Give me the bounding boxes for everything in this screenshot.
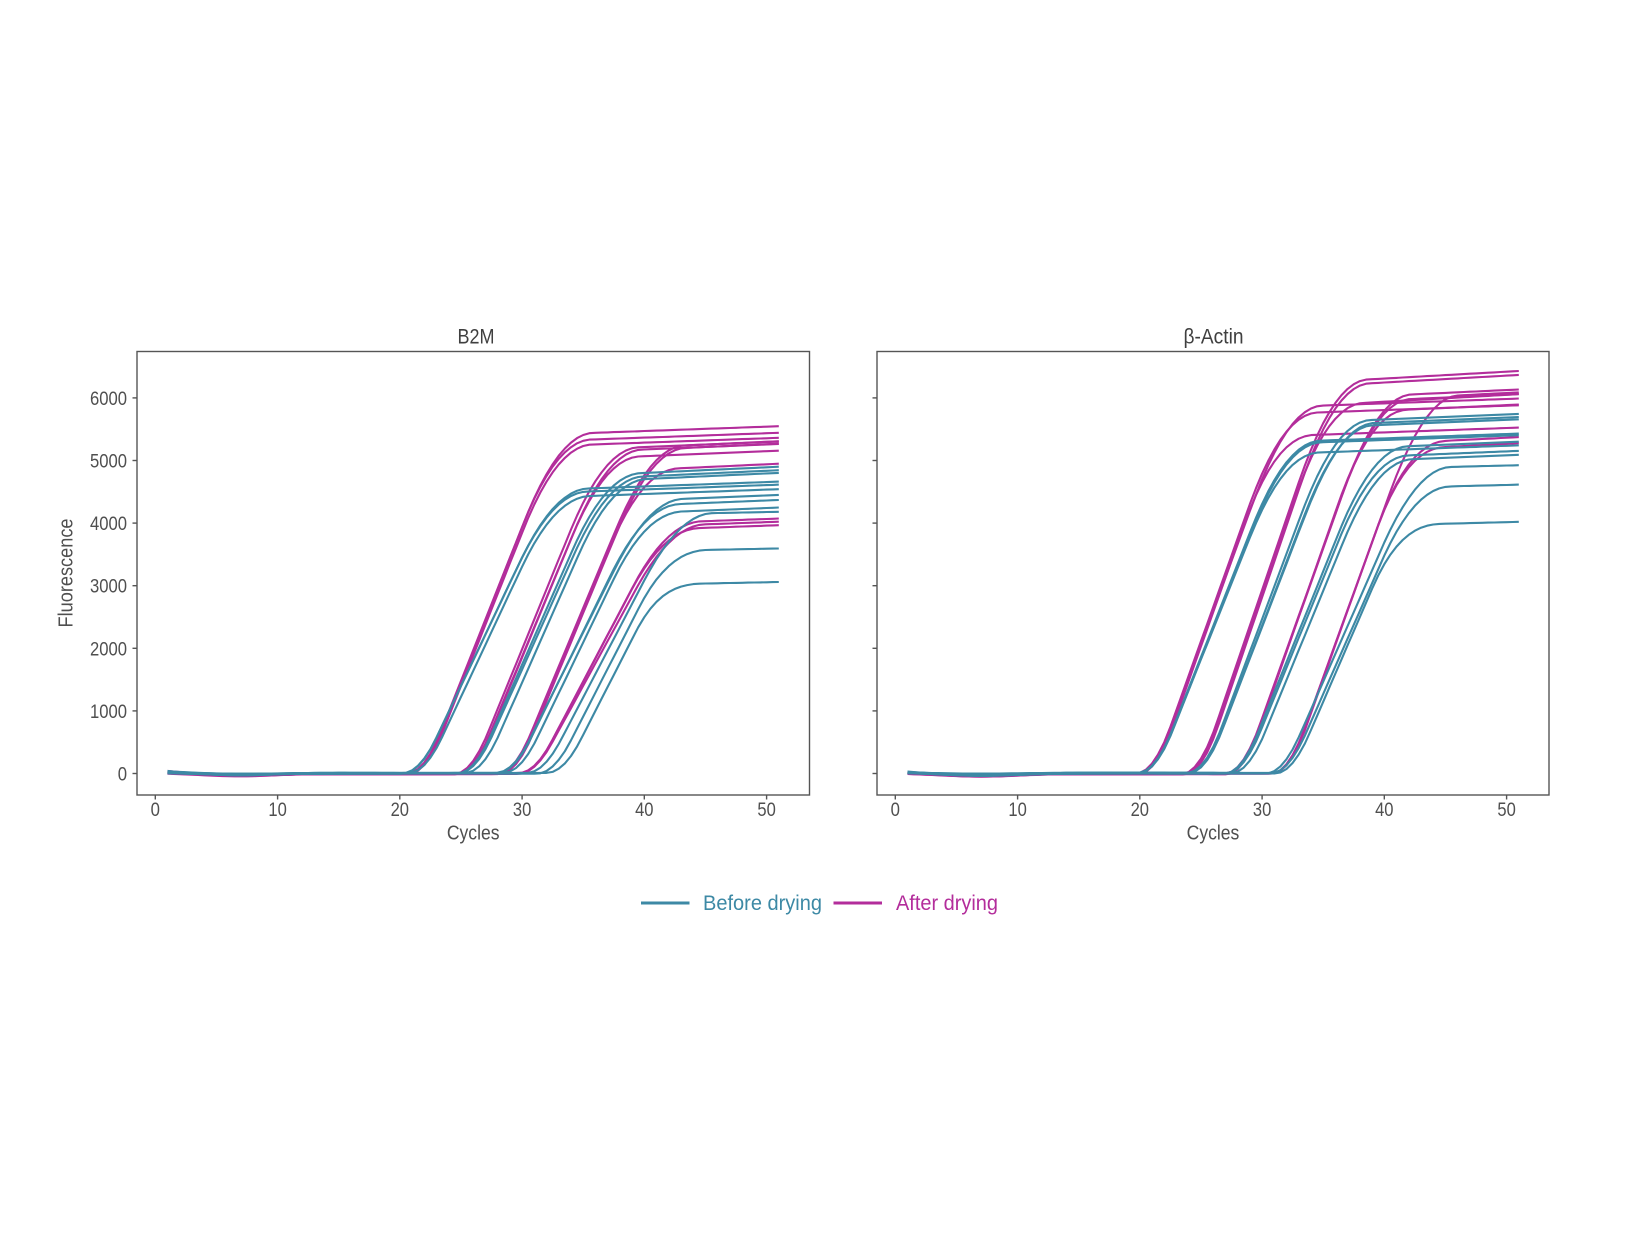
svg-text:20: 20	[391, 799, 410, 821]
svg-text:0: 0	[118, 764, 127, 786]
svg-text:Before drying: Before drying	[703, 892, 822, 915]
svg-text:0: 0	[891, 799, 900, 821]
svg-text:40: 40	[1375, 799, 1394, 821]
svg-text:0: 0	[151, 799, 160, 821]
svg-text:3000: 3000	[90, 576, 127, 598]
svg-text:10: 10	[1008, 799, 1027, 821]
svg-text:β-Actin: β-Actin	[1184, 325, 1244, 349]
svg-text:30: 30	[513, 799, 532, 821]
svg-text:40: 40	[635, 799, 654, 821]
svg-text:50: 50	[1497, 799, 1516, 821]
svg-text:Cycles: Cycles	[447, 822, 500, 845]
svg-text:10: 10	[268, 799, 287, 821]
svg-text:2000: 2000	[90, 638, 127, 660]
svg-text:50: 50	[757, 799, 776, 821]
svg-text:4000: 4000	[90, 513, 127, 535]
svg-text:20: 20	[1131, 799, 1150, 821]
svg-text:5000: 5000	[90, 451, 127, 473]
svg-text:Fluorescence: Fluorescence	[55, 519, 78, 628]
svg-text:Cycles: Cycles	[1187, 822, 1240, 845]
svg-text:1000: 1000	[90, 701, 127, 723]
svg-text:6000: 6000	[90, 388, 127, 410]
svg-text:30: 30	[1253, 799, 1272, 821]
svg-text:After drying: After drying	[896, 892, 998, 915]
svg-text:B2M: B2M	[458, 325, 495, 349]
